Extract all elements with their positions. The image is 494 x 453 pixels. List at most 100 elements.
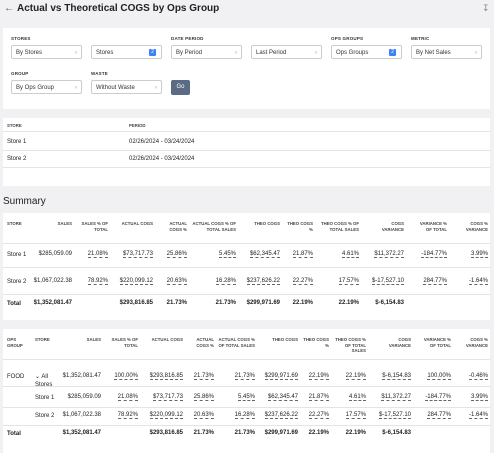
- table-cell: 22.19%: [308, 373, 329, 380]
- dropdown-value: Without Waste: [96, 85, 135, 91]
- table-cell: $-6,154.83: [382, 430, 411, 436]
- column-header: COGS % VARIANCE: [465, 337, 488, 348]
- section-title: Summary: [3, 196, 46, 207]
- table-cell: 284.77%: [427, 412, 451, 419]
- table-cell: Total: [7, 431, 21, 437]
- table-cell: $220,099.12: [119, 278, 153, 285]
- go-button[interactable]: Go: [171, 80, 190, 95]
- table-cell: $-17,527.10: [371, 278, 404, 285]
- dropdown[interactable]: By Period ›: [171, 45, 242, 59]
- dropdown[interactable]: Without Waste ›: [91, 80, 162, 94]
- column-header: THEO COGS: [254, 221, 280, 226]
- filter-label: DATE PERIOD: [171, 36, 204, 41]
- table-cell: $237,626.22: [246, 278, 280, 285]
- table-cell: Store 2: [35, 413, 55, 419]
- back-arrow[interactable]: ←: [4, 3, 14, 14]
- summary-table: STORE SALES SALES % OF TOTAL ACTUAL COGS ACT…: [3, 213, 490, 320]
- table-cell: 78.92%: [87, 278, 108, 285]
- column-header: ACTUAL COGS %: [196, 337, 214, 348]
- dropdown[interactable]: By Net Sales ›: [411, 45, 482, 59]
- table-cell: $1,067,022.38: [33, 278, 72, 284]
- dropdown-value: By Stores: [16, 50, 43, 56]
- table-cell: 21.08%: [87, 251, 108, 258]
- chevron: ›: [475, 50, 477, 56]
- table-cell: $62,345.47: [249, 251, 280, 258]
- dropdown[interactable]: Ops Groups 2: [331, 45, 402, 59]
- table-cell: 21.73%: [166, 300, 187, 306]
- dropdown-value: By Period: [176, 50, 203, 56]
- table-cell: 22.19%: [345, 373, 366, 380]
- table-cell: 3.99%: [470, 394, 488, 401]
- table-cell: 22.19%: [345, 430, 366, 436]
- dropdown-value: By Net Sales: [416, 50, 451, 56]
- table-cell: -0.46%: [468, 373, 488, 380]
- column-header: SALES: [57, 221, 72, 226]
- column-header: STORE: [7, 123, 22, 128]
- filter-label: STORES: [11, 36, 31, 41]
- table-cell: 3.99%: [470, 251, 488, 258]
- table-cell: $11,372.27: [381, 394, 411, 401]
- divider: [3, 150, 490, 151]
- column-header: PERIOD: [129, 123, 146, 128]
- table-cell: 5.45%: [218, 251, 236, 258]
- divider: [3, 359, 490, 360]
- table-cell: $1,352,081.47: [62, 373, 101, 379]
- column-header: THEO COGS % OF TOTAL SALES: [335, 337, 366, 354]
- table-cell: ⌄ All Stores: [35, 374, 53, 388]
- dropdown[interactable]: By Stores ›: [11, 45, 82, 59]
- table-cell: $293,816.85: [119, 300, 153, 306]
- table-cell: 100.00%: [427, 373, 451, 380]
- table-cell: 21.87%: [308, 394, 329, 401]
- column-header: SALES % OF TOTAL: [81, 221, 108, 232]
- divider: [3, 243, 490, 244]
- table-cell: 17.57%: [345, 412, 366, 419]
- column-header: SALES: [86, 337, 101, 342]
- column-header: COGS VARIANCE: [388, 337, 411, 348]
- table-cell: $-6,154.83: [375, 300, 404, 306]
- table-cell: $299,971.69: [246, 300, 280, 306]
- table-cell: 284.77%: [423, 278, 447, 285]
- table-cell: 20.63%: [166, 278, 187, 285]
- chevron: ›: [235, 50, 237, 56]
- table-cell: -1.64%: [468, 412, 488, 419]
- table-cell: $1,352,081.47: [62, 430, 101, 436]
- table-cell: 5.45%: [237, 394, 255, 401]
- table-cell: $285,059.09: [67, 394, 101, 400]
- filter-label: GROUP: [11, 71, 29, 76]
- filter-label: WASTE: [91, 71, 109, 76]
- column-header: OPS GROUP: [7, 337, 23, 348]
- period-cell: 02/26/2024 - 03/24/2024: [129, 156, 195, 162]
- table-cell: 21.73%: [234, 430, 255, 436]
- period-cell: Store 1: [7, 139, 27, 145]
- dropdown[interactable]: By Ops Group ›: [11, 80, 82, 94]
- period-cell: Store 2: [7, 156, 27, 162]
- table-cell: 21.73%: [193, 373, 214, 380]
- column-header: THEO COGS %: [303, 337, 329, 348]
- period-panel: STORE PERIOD Store 1 02/26/2024 - 03/24/202…: [3, 118, 490, 186]
- table-cell: 22.19%: [308, 430, 329, 436]
- filter-label: METRIC: [411, 36, 430, 41]
- table-cell: -1.64%: [468, 278, 488, 285]
- divider: [3, 386, 490, 387]
- dropdown[interactable]: Last Period ›: [251, 45, 322, 59]
- divider: [3, 131, 490, 132]
- table-cell: $1,352,081.47: [33, 300, 72, 306]
- table-cell: 100.00%: [114, 373, 138, 380]
- column-header: STORE: [35, 337, 50, 342]
- dropdown[interactable]: Stores 2: [91, 45, 162, 59]
- table-cell: $-17,527.10: [378, 412, 411, 419]
- column-header: VARIANCE % OF TOTAL: [419, 221, 447, 232]
- column-header: THEO COGS % OF TOTAL SALES: [321, 221, 359, 232]
- table-cell: 21.73%: [193, 430, 214, 436]
- column-header: ACTUAL COGS: [151, 337, 183, 342]
- table-cell: $-6,154.83: [382, 373, 411, 380]
- table-cell: $73,717.73: [122, 251, 153, 258]
- table-cell: $62,345.47: [267, 394, 298, 401]
- table-cell: 78.92%: [117, 412, 138, 419]
- divider: [3, 267, 490, 268]
- dropdown-value: Last Period: [256, 50, 287, 56]
- table-cell: 25.86%: [193, 394, 214, 401]
- table-cell: $237,626.22: [264, 412, 298, 419]
- download-icon[interactable]: ↧: [482, 3, 490, 13]
